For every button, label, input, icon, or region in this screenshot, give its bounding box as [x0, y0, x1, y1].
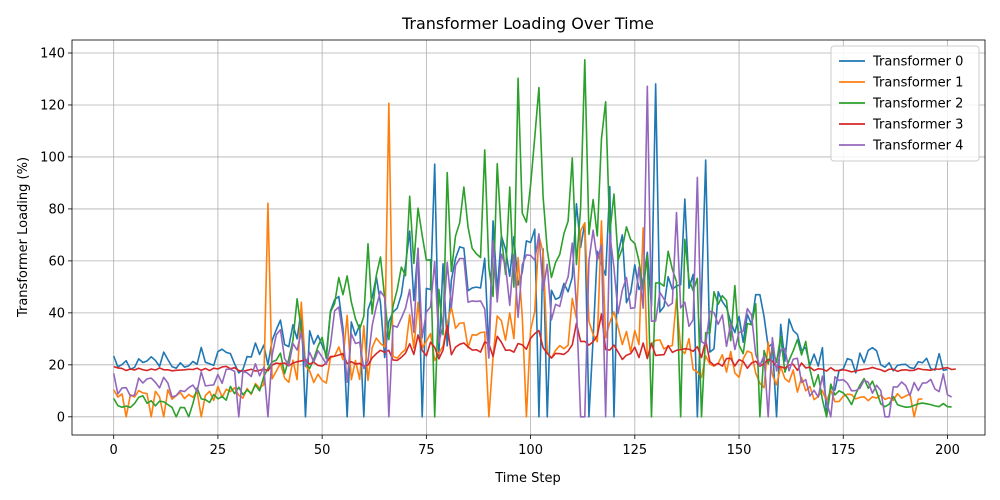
y-tick-label: 100	[40, 150, 65, 165]
x-axis-label: Time Step	[494, 471, 561, 486]
legend: Transformer 0 Transformer 1 Transformer 2 T…	[830, 45, 980, 162]
x-tick-label: 175	[831, 443, 856, 458]
legend-label: Transformer 3	[872, 118, 963, 133]
series-line-2	[112, 58, 952, 418]
x-tick-label: 75	[418, 443, 435, 458]
y-axis-ticks: 0 20 40 60 80 100 120 140	[40, 46, 72, 425]
plot-frame	[71, 39, 986, 436]
series-lines	[112, 58, 956, 418]
y-tick-label: 120	[40, 98, 65, 113]
y-tick-label: 40	[48, 306, 65, 321]
y-tick-label: 60	[48, 254, 65, 269]
x-tick-label: 25	[210, 443, 227, 458]
y-axis-label: Transformer Loading (%)	[16, 157, 31, 318]
series-line-3	[113, 313, 956, 373]
chart-title: Transformer Loading Over Time	[401, 14, 654, 33]
y-tick-label: 80	[48, 202, 65, 217]
x-axis-ticks: 0 25 50 75 100 125 150 175 200	[110, 435, 960, 458]
legend-label: Transformer 4	[872, 139, 963, 154]
x-tick-label: 150	[727, 443, 752, 458]
y-tick-label: 0	[57, 410, 65, 425]
y-tick-label: 20	[48, 358, 65, 373]
x-tick-label: 125	[622, 443, 647, 458]
legend-label: Transformer 1	[872, 76, 963, 91]
x-tick-label: 200	[935, 443, 960, 458]
x-tick-label: 100	[518, 443, 543, 458]
series-line-1	[112, 102, 923, 418]
x-tick-label: 0	[110, 443, 118, 458]
legend-label: Transformer 0	[872, 55, 963, 70]
x-tick-label: 50	[314, 443, 331, 458]
legend-label: Transformer 2	[872, 97, 963, 112]
legend-box	[830, 45, 980, 162]
series-line-4	[112, 85, 953, 418]
y-tick-label: 140	[40, 46, 65, 61]
